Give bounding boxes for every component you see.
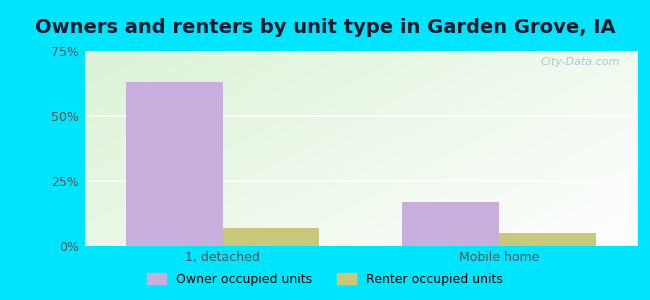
Bar: [222, 228, 319, 246]
Text: Owners and renters by unit type in Garden Grove, IA: Owners and renters by unit type in Garde…: [34, 18, 616, 37]
Bar: [402, 202, 499, 246]
Text: City-Data.com: City-Data.com: [541, 57, 620, 67]
Bar: [126, 82, 222, 246]
Bar: [499, 233, 595, 246]
Legend: Owner occupied units, Renter occupied units: Owner occupied units, Renter occupied un…: [142, 268, 508, 291]
